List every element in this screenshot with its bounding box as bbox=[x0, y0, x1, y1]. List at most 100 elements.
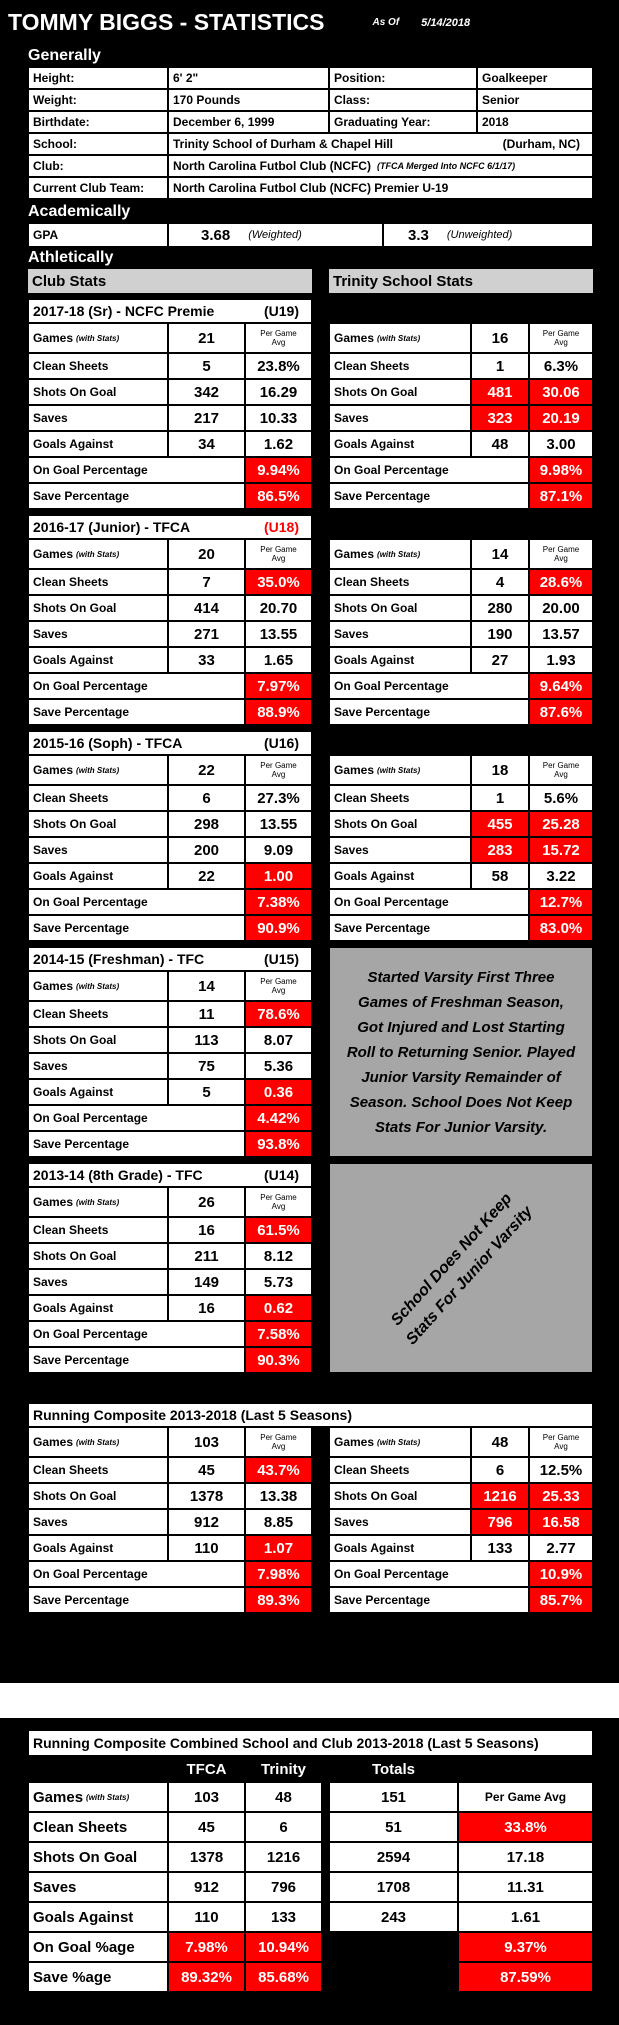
stat-value: 58 bbox=[471, 863, 529, 889]
row: Shots On Goal 342 16.29 bbox=[28, 379, 312, 405]
info-value: 2018 bbox=[477, 111, 593, 133]
gpa-note: (Unweighted) bbox=[446, 229, 513, 241]
total-value: 151 bbox=[329, 1782, 458, 1812]
combined-label-text: On Goal %age bbox=[33, 1938, 135, 1956]
info-label: Club: bbox=[28, 155, 168, 177]
stat-label: Games (with Stats) bbox=[28, 1427, 168, 1457]
tfca-value: 45 bbox=[168, 1812, 245, 1842]
stat-value: 113 bbox=[168, 1027, 245, 1053]
stat-value: 48 bbox=[471, 431, 529, 457]
stat-avg: 13.55 bbox=[245, 621, 312, 647]
stat-label: Save Percentage bbox=[28, 1587, 245, 1613]
stat-label: On Goal Percentage bbox=[28, 457, 245, 483]
tfca-value: 912 bbox=[168, 1872, 245, 1902]
spacer bbox=[322, 1782, 329, 1812]
spacer bbox=[322, 1872, 329, 1902]
stat-label-note: (with Stats) bbox=[377, 549, 421, 559]
avg: Avg bbox=[271, 1442, 286, 1451]
spacer bbox=[322, 1842, 329, 1872]
row: School: Trinity School of Durham & Chapel… bbox=[28, 133, 593, 155]
stat-avg: 35.0% bbox=[245, 569, 312, 595]
stat-avg: 8.12 bbox=[245, 1243, 312, 1269]
season-age: (U15) bbox=[263, 951, 299, 967]
row: On Goal Percentage 10.9% bbox=[329, 1561, 593, 1587]
stat-avg: 3.22 bbox=[529, 863, 593, 889]
avg: Avg bbox=[271, 1202, 286, 1211]
stat-value: 149 bbox=[168, 1269, 245, 1295]
stat-value: 455 bbox=[471, 811, 529, 837]
stat-value: 45 bbox=[168, 1457, 245, 1483]
stat-value: 27 bbox=[471, 647, 529, 673]
stat-label-text: Games bbox=[33, 547, 74, 561]
stat-value: 6 bbox=[168, 785, 245, 811]
stat-label-note: (with Stats) bbox=[76, 765, 120, 775]
stat-value: 414 bbox=[168, 595, 245, 621]
row: Shots On Goal 481 30.06 bbox=[329, 379, 593, 405]
section-heading: Athletically bbox=[28, 249, 114, 266]
stat-label: Save Percentage bbox=[329, 1587, 529, 1613]
trinity-value: 85.68% bbox=[245, 1962, 322, 1992]
gpa-value: 3.3 bbox=[408, 226, 429, 244]
info-value: Goalkeeper bbox=[477, 67, 593, 89]
spacer bbox=[329, 1932, 458, 1962]
stat-percent: 87.1% bbox=[529, 483, 593, 509]
row: Save Percentage 90.9% bbox=[28, 915, 312, 941]
stat-avg: 25.33 bbox=[529, 1483, 593, 1509]
per-game-header: Per Game Avg bbox=[529, 539, 593, 569]
row: Save %age 89.32% 85.68% 87.59% bbox=[28, 1962, 593, 1992]
total-value: 51 bbox=[329, 1812, 458, 1842]
stat-label-text: Games bbox=[334, 547, 375, 561]
row: Shots On Goal 455 25.28 bbox=[329, 811, 593, 837]
row: Goals Against 22 1.00 bbox=[28, 863, 312, 889]
stat-label-text: Games bbox=[33, 979, 74, 993]
stat-label: Clean Sheets bbox=[329, 353, 471, 379]
stat-label: Save Percentage bbox=[329, 483, 529, 509]
avg: Avg bbox=[271, 554, 286, 563]
stat-avg: 78.6% bbox=[245, 1001, 312, 1027]
stat-avg: 20.70 bbox=[245, 595, 312, 621]
row: Games (with Stats) 20 Per Game Avg bbox=[28, 539, 312, 569]
stat-avg: 28.6% bbox=[529, 569, 593, 595]
stat-label: Goals Against bbox=[329, 431, 471, 457]
per-game: Per Game bbox=[260, 545, 297, 554]
trinity-value: 133 bbox=[245, 1902, 322, 1932]
avg: Avg bbox=[271, 338, 286, 347]
info-label: Weight: bbox=[28, 89, 168, 111]
stat-label: Saves bbox=[28, 837, 168, 863]
stat-avg: 13.57 bbox=[529, 621, 593, 647]
stat-label-note: (with Stats) bbox=[377, 765, 421, 775]
stat-avg: 15.72 bbox=[529, 837, 593, 863]
season-club: 2015-16 (Soph) - TFCA (U16) Games (with Sta… bbox=[28, 731, 312, 941]
combined-title: Running Composite Combined School and Cl… bbox=[28, 1730, 593, 1756]
row: Height: 6' 2" Position: Goalkeeper bbox=[28, 67, 593, 89]
games-value: 14 bbox=[168, 971, 245, 1001]
stat-label: Save Percentage bbox=[28, 1347, 245, 1373]
row: Save Percentage 87.1% bbox=[329, 483, 593, 509]
total-value: 1708 bbox=[329, 1872, 458, 1902]
stat-label: Goals Against bbox=[28, 1079, 168, 1105]
info-value-text: North Carolina Futbol Club (NCFC) bbox=[173, 159, 371, 173]
stat-label: Clean Sheets bbox=[329, 785, 471, 811]
season-name: 2015-16 (Soph) - TFCA bbox=[33, 735, 183, 751]
row: Clean Sheets 1 6.3% bbox=[329, 353, 593, 379]
stat-label: Save Percentage bbox=[28, 1131, 245, 1157]
per-game: Per Game bbox=[260, 977, 297, 986]
season-title: 2013-14 (8th Grade) - TFC (U14) bbox=[28, 1163, 312, 1187]
stat-value: 5 bbox=[168, 353, 245, 379]
stat-avg: 1.62 bbox=[245, 431, 312, 457]
row: On Goal Percentage 9.98% bbox=[329, 457, 593, 483]
stat-label-text: Games bbox=[33, 331, 74, 345]
row: Shots On Goal 280 20.00 bbox=[329, 595, 593, 621]
stat-avg: 20.00 bbox=[529, 595, 593, 621]
stat-avg: 10.33 bbox=[245, 405, 312, 431]
stat-label-text: Games bbox=[334, 1435, 375, 1449]
trinity-value: 48 bbox=[245, 1782, 322, 1812]
stat-avg: 43.7% bbox=[245, 1457, 312, 1483]
stat-label: Saves bbox=[329, 837, 471, 863]
season-name: 2014-15 (Freshman) - TFC bbox=[33, 951, 205, 967]
row: Shots On Goal 113 8.07 bbox=[28, 1027, 312, 1053]
row: Goals Against 58 3.22 bbox=[329, 863, 593, 889]
note-text: Started Varsity First Three Games of Fre… bbox=[346, 968, 576, 1136]
stat-percent: 90.3% bbox=[245, 1347, 312, 1373]
